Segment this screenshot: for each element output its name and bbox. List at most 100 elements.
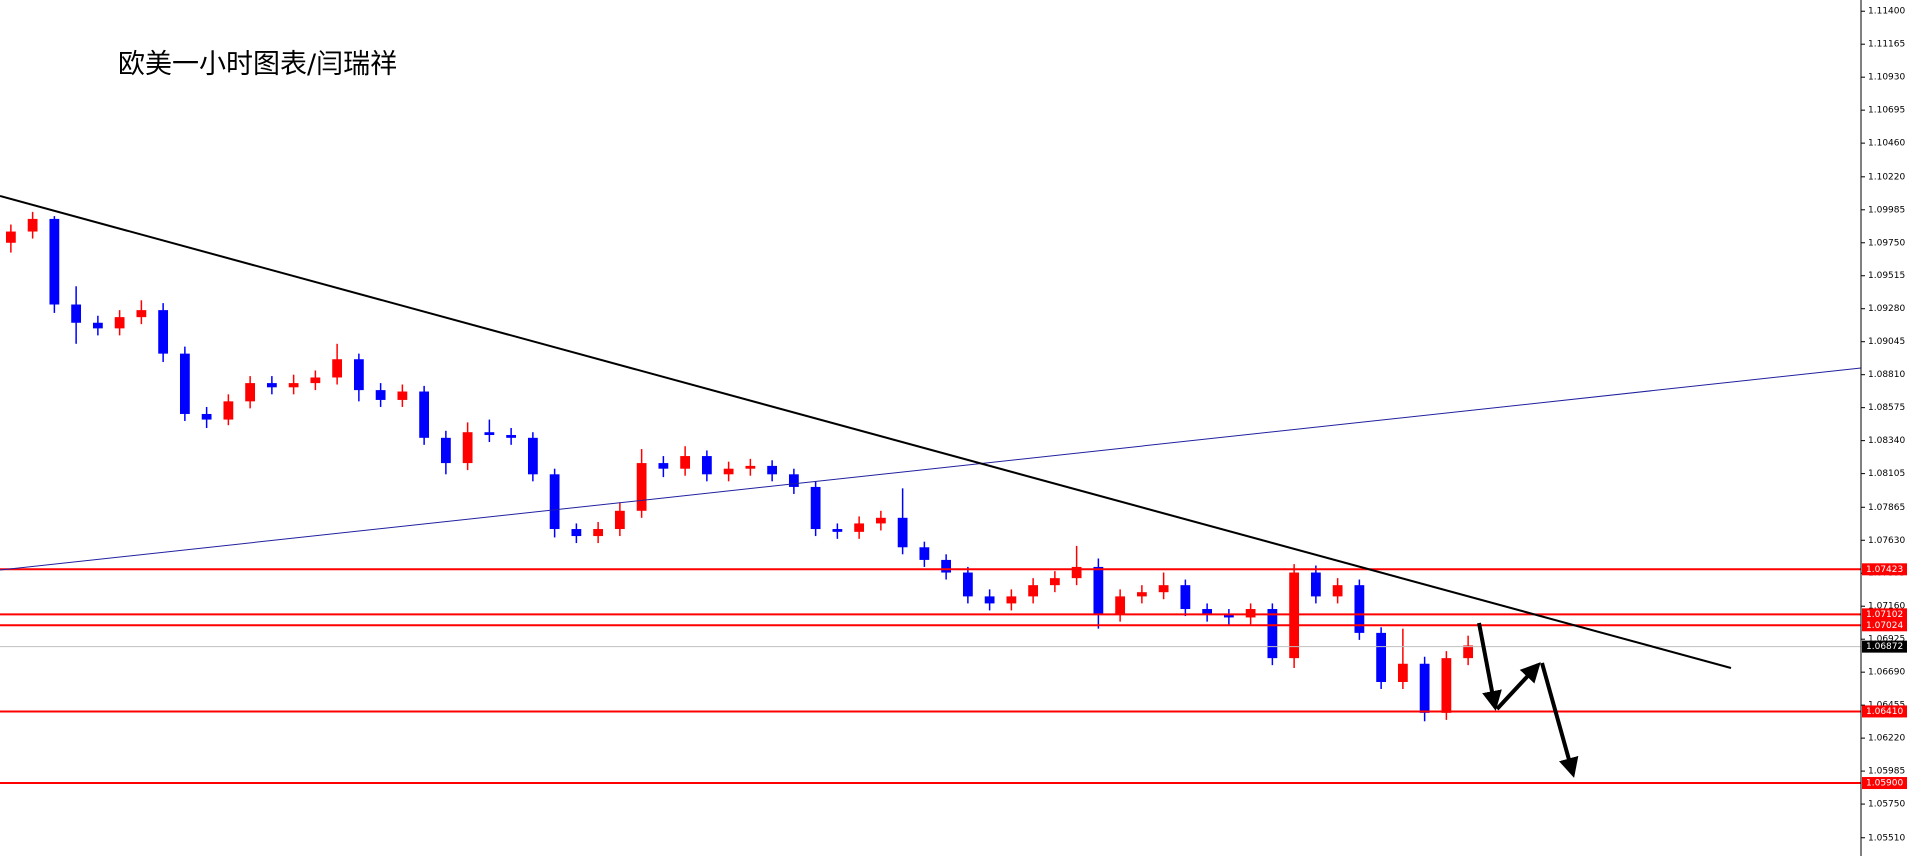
candle-body (1006, 596, 1017, 604)
y-tick-label: 1.09515 (1868, 271, 1905, 281)
candle-body (375, 390, 386, 400)
forecast-arrow (1477, 622, 1502, 711)
last-price-box (1862, 640, 1907, 653)
candle-body (397, 391, 408, 400)
candle-body (1115, 596, 1126, 615)
candle-body (1158, 585, 1169, 593)
candle-body (1310, 572, 1321, 597)
candle-body (701, 456, 712, 475)
y-tick-label: 1.11400 (1868, 7, 1905, 17)
candle-body (49, 218, 60, 305)
candle-body (1441, 658, 1452, 713)
last-price-label: 1.06872 (1866, 642, 1903, 652)
candle-body (788, 474, 799, 487)
candle-body (419, 391, 430, 438)
trend-line-support (0, 367, 1862, 571)
candle-body (636, 463, 647, 511)
candle-body (484, 432, 495, 436)
level-box (1862, 608, 1907, 621)
candle-body (854, 523, 865, 532)
level-box (1862, 705, 1907, 718)
y-tick-label: 1.07865 (1868, 503, 1905, 513)
candle-body (549, 474, 560, 530)
forecast-arrow (1495, 662, 1541, 711)
candle-body (136, 310, 147, 318)
price-axis-labels: 1.11400 1.11165 1.10930 1.10695 1.10460 1.102… (1861, 7, 1907, 843)
candle-body (1376, 632, 1387, 682)
trend-line-resistance (0, 195, 1732, 669)
candle-body (832, 529, 843, 532)
level-label: 1.07024 (1866, 621, 1903, 631)
candle-body (5, 231, 16, 243)
candle-body (266, 383, 277, 388)
y-tick-label: 1.08810 (1868, 370, 1905, 380)
candle-body (310, 377, 321, 384)
y-tick-label: 1.09045 (1868, 337, 1905, 347)
candle-body (1397, 663, 1408, 682)
candle-body (71, 304, 82, 323)
candle-body (1093, 566, 1104, 615)
candle-body (1419, 663, 1430, 713)
candle-body (658, 463, 669, 469)
y-tick-label: 1.09280 (1868, 304, 1905, 314)
candle-body (723, 468, 734, 475)
candle-body (1267, 609, 1278, 659)
y-tick-label: 1.06925 (1868, 635, 1905, 645)
y-tick-label: 1.07630 (1868, 536, 1905, 546)
y-tick-label: 1.05985 (1868, 767, 1905, 777)
candle-body (353, 359, 364, 391)
candle-body (1136, 592, 1147, 597)
candle-body (288, 383, 299, 388)
plot-area (0, 211, 1861, 785)
y-tick-label: 1.06690 (1868, 668, 1905, 678)
level-label: 1.07423 (1866, 565, 1903, 575)
candle-body (984, 596, 995, 604)
candle-body (1180, 585, 1191, 610)
chart-title: 欧美一小时图表/闫瑞祥 (118, 49, 397, 80)
y-tick-label: 1.06220 (1868, 734, 1905, 744)
forecast-arrow (1540, 662, 1579, 778)
candle-body (614, 510, 625, 530)
level-box (1862, 619, 1907, 632)
candle-body (1354, 585, 1365, 633)
candle-body (1332, 585, 1343, 597)
y-tick-label: 1.08575 (1868, 403, 1905, 413)
y-tick-label: 1.05510 (1868, 833, 1905, 843)
y-tick-label: 1.10695 (1868, 106, 1905, 116)
y-tick-label: 1.09985 (1868, 205, 1905, 215)
level-label: 1.07102 (1866, 610, 1903, 620)
candle-body (1028, 585, 1039, 597)
candle-body (767, 465, 778, 475)
candle-body (1463, 645, 1474, 659)
level-box (1862, 563, 1907, 576)
y-tick-label: 1.10930 (1868, 73, 1905, 83)
candle-body (506, 435, 517, 438)
candle-body (158, 310, 169, 354)
candle-body (1245, 609, 1256, 618)
candle-body (114, 317, 125, 329)
y-tick-label: 1.08105 (1868, 469, 1905, 479)
candle-body (897, 517, 908, 548)
level-label: 1.05900 (1866, 779, 1903, 789)
candle-body (919, 547, 930, 560)
y-tick-label: 1.08340 (1868, 436, 1905, 446)
candle-body (201, 413, 212, 420)
candle-body (27, 218, 38, 232)
candle-body (593, 529, 604, 537)
y-tick-label: 1.11165 (1868, 40, 1905, 50)
candle-body (92, 322, 103, 329)
candle-body (1049, 578, 1060, 586)
candle-body (245, 383, 256, 402)
candle-body (941, 559, 952, 573)
candle-body (527, 437, 538, 475)
candle-body (571, 529, 582, 537)
candle-body (1202, 609, 1213, 615)
candle-body (962, 572, 973, 597)
candle-body (680, 456, 691, 469)
y-tick-label: 1.07160 (1868, 602, 1905, 612)
candle-body (1071, 566, 1082, 579)
y-tick-label: 1.10220 (1868, 172, 1905, 182)
candle-body (875, 517, 886, 524)
y-tick-label: 1.05750 (1868, 800, 1905, 810)
